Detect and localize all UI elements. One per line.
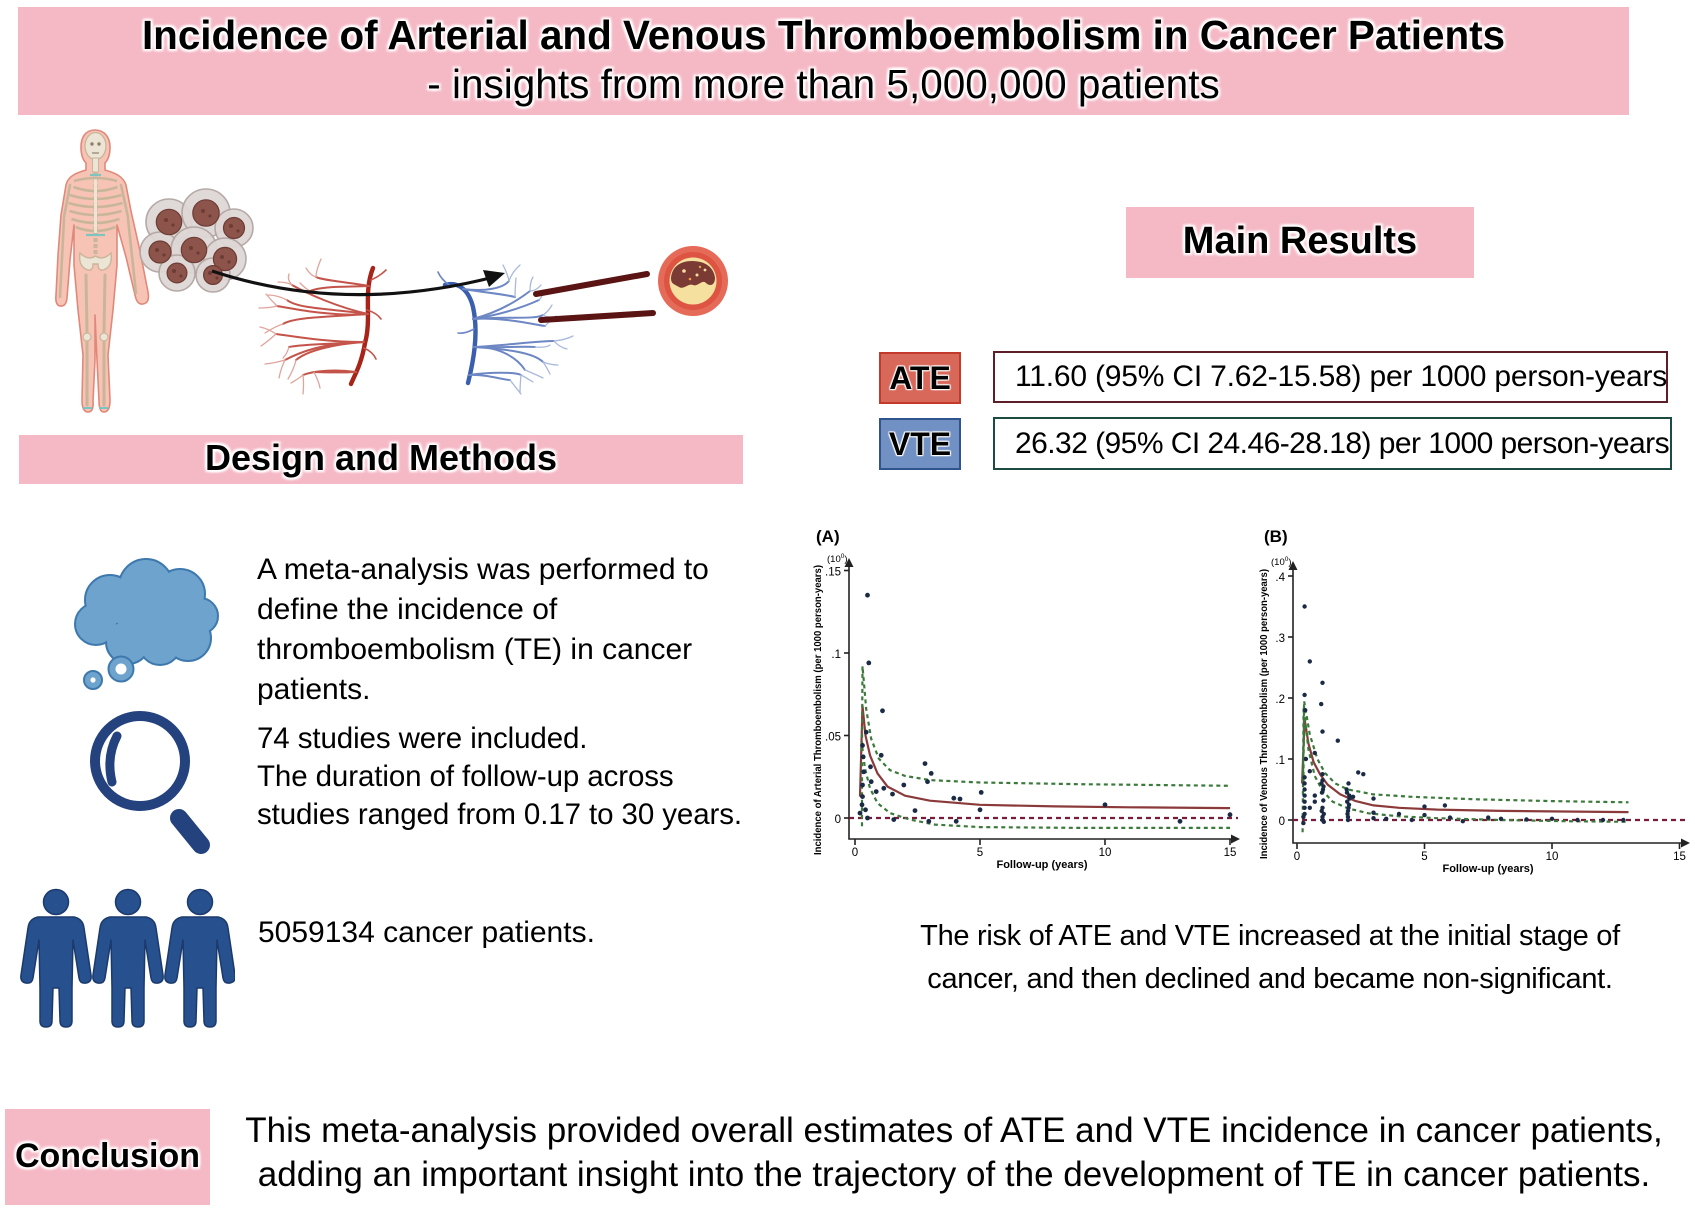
svg-text:Incidence of Arterial Thromboe: Incidence of Arterial Thromboembolism (p… [813, 565, 824, 855]
svg-text:(B): (B) [1264, 527, 1288, 546]
svg-text:15: 15 [1224, 847, 1237, 859]
svg-text:.05: .05 [825, 732, 841, 744]
svg-text:.1: .1 [1275, 755, 1285, 767]
svg-text:.15: .15 [825, 567, 841, 579]
svg-text:0: 0 [1294, 851, 1300, 863]
svg-text:Follow-up (years): Follow-up (years) [1442, 863, 1533, 875]
svg-text:0: 0 [1279, 816, 1285, 828]
svg-text:10: 10 [1099, 847, 1112, 859]
svg-text:(A): (A) [816, 527, 840, 546]
svg-text:Incidence of Venous Thromboemb: Incidence of Venous Thromboembolism (per… [1259, 569, 1270, 859]
svg-text:15: 15 [1673, 851, 1686, 863]
svg-text:0: 0 [852, 847, 858, 859]
svg-text:10: 10 [1546, 851, 1559, 863]
svg-text:.2: .2 [1275, 694, 1285, 706]
svg-text:5: 5 [977, 847, 983, 859]
svg-text:Follow-up (years): Follow-up (years) [996, 859, 1087, 871]
svg-text:(100): (100) [1271, 556, 1292, 568]
svg-text:.1: .1 [831, 649, 841, 661]
svg-text:(100): (100) [827, 553, 848, 565]
svg-text:0: 0 [835, 814, 841, 826]
svg-text:.4: .4 [1275, 572, 1285, 584]
svg-text:.3: .3 [1275, 633, 1285, 645]
svg-text:5: 5 [1421, 851, 1427, 863]
